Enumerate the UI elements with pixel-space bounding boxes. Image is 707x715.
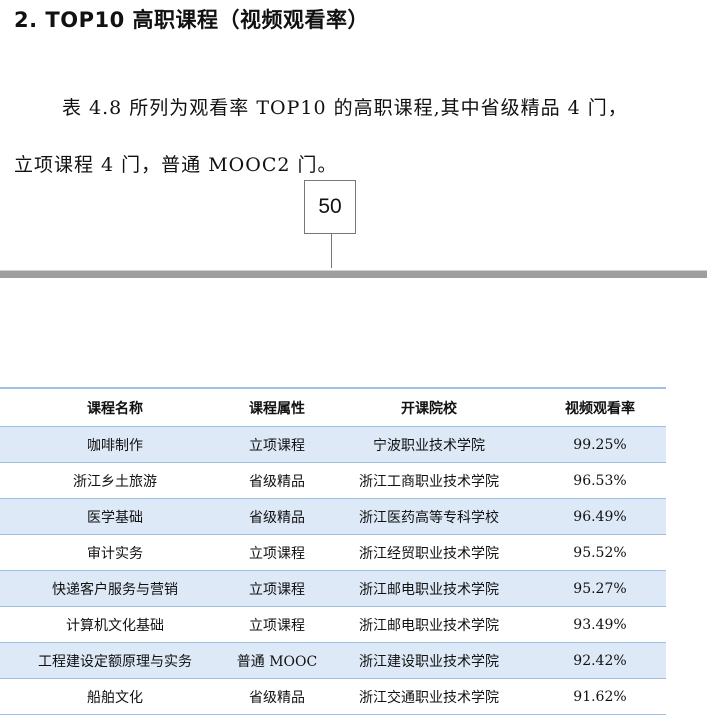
paragraph-line-1: 表 4.8 所列为观看率 TOP10 的高职课程,其中省级精品 4 门， <box>62 97 628 119</box>
table-row: 咖啡制作 立项课程 宁波职业技术学院 99.25% <box>0 426 666 463</box>
cell-view-rate: 95.27% <box>534 570 666 607</box>
cell-course-type: 省级精品 <box>230 678 324 715</box>
cell-school: 浙江工商职业技术学院 <box>324 462 534 499</box>
cell-school: 浙江邮电职业技术学院 <box>324 570 534 607</box>
cell-view-rate: 96.49% <box>534 498 666 535</box>
header-view-rate: 视频观看率 <box>534 388 666 427</box>
cell-school: 浙江医药高等专科学校 <box>324 498 534 535</box>
page-number: 50 <box>304 180 356 234</box>
header-course-name: 课程名称 <box>0 388 230 427</box>
cell-course-type: 立项课程 <box>230 426 324 463</box>
cell-course-name: 工程建设定额原理与实务 <box>0 642 230 679</box>
table-row: 船舶文化 省级精品 浙江交通职业技术学院 91.62% <box>0 678 666 715</box>
cell-course-name: 船舶文化 <box>0 678 230 715</box>
cell-school: 浙江邮电职业技术学院 <box>324 606 534 643</box>
table-header-row: 课程名称 课程属性 开课院校 视频观看率 <box>0 388 666 427</box>
cell-course-name: 计算机文化基础 <box>0 606 230 643</box>
table-row: 医学基础 省级精品 浙江医药高等专科学校 96.49% <box>0 498 666 535</box>
cell-course-type: 立项课程 <box>230 606 324 643</box>
cell-school: 浙江建设职业技术学院 <box>324 642 534 679</box>
table-row: 浙江乡土旅游 省级精品 浙江工商职业技术学院 96.53% <box>0 462 666 499</box>
table-row: 快递客户服务与营销 立项课程 浙江邮电职业技术学院 95.27% <box>0 570 666 607</box>
cell-school: 浙江经贸职业技术学院 <box>324 534 534 571</box>
cell-school: 宁波职业技术学院 <box>324 426 534 463</box>
cell-course-name: 浙江乡土旅游 <box>0 462 230 499</box>
table-row: 工程建设定额原理与实务 普通 MOOC 浙江建设职业技术学院 92.42% <box>0 642 666 679</box>
cell-course-type: 立项课程 <box>230 534 324 571</box>
cell-course-name: 咖啡制作 <box>0 426 230 463</box>
cell-course-type: 省级精品 <box>230 498 324 535</box>
section-heading: 2. TOP10 高职课程（视频观看率） <box>14 8 370 32</box>
paragraph-line-2: 立项课程 4 门，普通 MOOC2 门。 <box>14 154 338 176</box>
cell-course-name: 医学基础 <box>0 498 230 535</box>
table-row: 审计实务 立项课程 浙江经贸职业技术学院 95.52% <box>0 534 666 571</box>
cell-view-rate: 93.49% <box>534 606 666 643</box>
cell-course-name: 审计实务 <box>0 534 230 571</box>
cell-view-rate: 95.52% <box>534 534 666 571</box>
header-school: 开课院校 <box>324 388 534 427</box>
table-row: 计算机文化基础 立项课程 浙江邮电职业技术学院 93.49% <box>0 606 666 643</box>
cell-course-type: 普通 MOOC <box>230 642 324 679</box>
cell-view-rate: 96.53% <box>534 462 666 499</box>
page-break-separator <box>0 270 707 278</box>
cell-view-rate: 99.25% <box>534 426 666 463</box>
cell-course-type: 省级精品 <box>230 462 324 499</box>
header-course-type: 课程属性 <box>230 388 324 427</box>
page-number-connector <box>331 233 332 268</box>
top10-courses-table: 课程名称 课程属性 开课院校 视频观看率 咖啡制作 立项课程 宁波职业技术学院 99.… <box>0 387 666 715</box>
cell-view-rate: 91.62% <box>534 678 666 715</box>
cell-course-type: 立项课程 <box>230 570 324 607</box>
cell-view-rate: 92.42% <box>534 642 666 679</box>
cell-course-name: 快递客户服务与营销 <box>0 570 230 607</box>
body-paragraph: 表 4.8 所列为观看率 TOP10 的高职课程,其中省级精品 4 门， 立项课… <box>14 80 694 194</box>
cell-school: 浙江交通职业技术学院 <box>324 678 534 715</box>
